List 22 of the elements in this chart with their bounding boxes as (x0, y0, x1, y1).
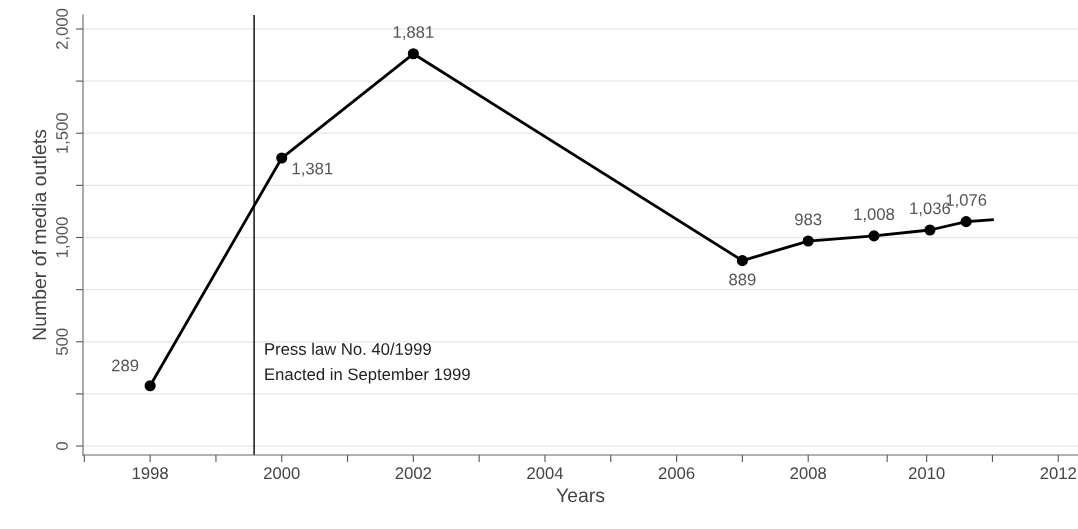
x-tick-label: 2004 (527, 467, 564, 480)
data-label: 289 (112, 359, 139, 372)
data-label: 1,008 (854, 208, 895, 223)
x-tick-label: 2006 (658, 467, 695, 480)
x-axis-title: Years (556, 488, 605, 503)
x-tick-label: 2010 (908, 467, 945, 480)
data-label: 983 (795, 213, 822, 226)
x-tick-label: 1998 (132, 467, 168, 480)
ref-line-label: Press law No. 40/1999 Enacted in September 1999 (265, 342, 470, 384)
x-tick-label: 2008 (790, 467, 827, 480)
x-tick-label: 2012 (1040, 467, 1076, 480)
y-tick-label: 1,500 (56, 113, 70, 153)
y-tick-label: 0 (56, 442, 68, 451)
y-tick-label: 2,000 (56, 8, 70, 49)
y-tick-label: 500 (56, 328, 68, 355)
data-label: 1,881 (393, 26, 434, 40)
x-tick-label: 2002 (395, 467, 432, 480)
x-tick-label: 2000 (264, 467, 300, 480)
data-label: 889 (729, 273, 756, 286)
data-label: 1,381 (292, 162, 333, 177)
y-axis-title: Number of media outlets (31, 129, 47, 340)
y-tick-label: 1,000 (56, 217, 70, 258)
